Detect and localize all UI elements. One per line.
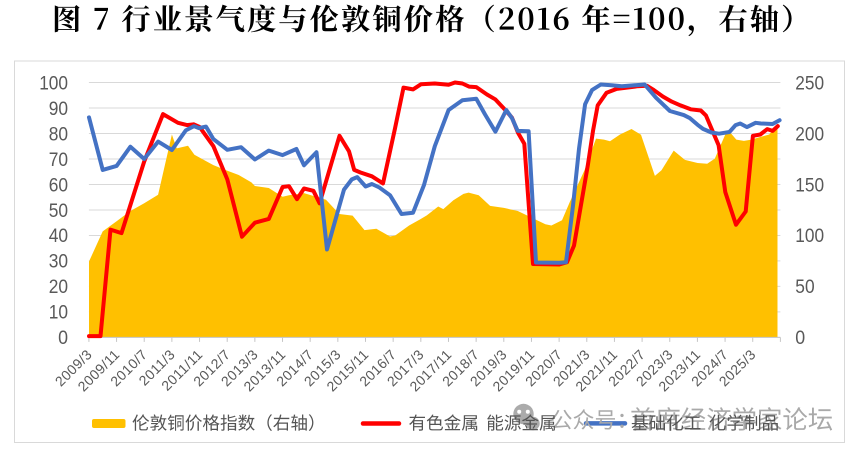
- svg-text:50: 50: [795, 276, 814, 298]
- svg-text:20: 20: [49, 276, 68, 298]
- svg-text:10: 10: [49, 302, 68, 324]
- svg-text:0: 0: [795, 327, 805, 349]
- svg-text:60: 60: [49, 174, 68, 196]
- svg-text:100: 100: [795, 225, 824, 247]
- svg-text:70: 70: [49, 149, 68, 171]
- svg-text:0: 0: [58, 327, 68, 349]
- svg-text:200: 200: [795, 123, 824, 145]
- svg-text:250: 250: [795, 72, 824, 94]
- svg-text:40: 40: [49, 225, 68, 247]
- svg-text:30: 30: [49, 251, 68, 273]
- svg-text:150: 150: [795, 174, 824, 196]
- svg-text:80: 80: [49, 123, 68, 145]
- svg-text:90: 90: [49, 98, 68, 120]
- svg-text:100: 100: [39, 72, 68, 94]
- svg-text:50: 50: [49, 200, 68, 222]
